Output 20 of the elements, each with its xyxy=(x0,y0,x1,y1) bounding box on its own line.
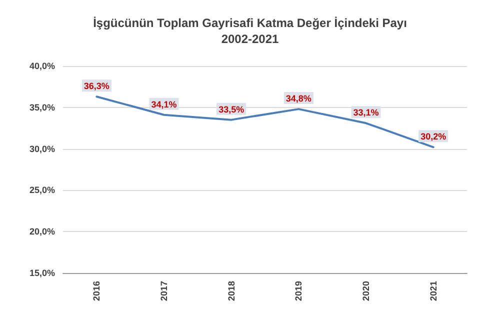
x-tick-label: 2018 xyxy=(226,281,236,302)
y-tick-label: 40,0% xyxy=(29,61,55,71)
chart-title: İşgücünün Toplam Gayrisafi Katma Değer İçindeki Payı xyxy=(93,16,407,30)
x-tick-label: 2019 xyxy=(294,281,304,302)
data-label: 34,8% xyxy=(286,94,312,104)
y-tick-label: 20,0% xyxy=(29,226,55,237)
data-label: 33,5% xyxy=(218,104,244,114)
data-label: 30,2% xyxy=(420,132,446,142)
data-label: 34,1% xyxy=(151,99,177,110)
data-label: 36,3% xyxy=(84,81,110,92)
x-tick-label: 2020 xyxy=(361,281,371,302)
y-tick-label: 35,0% xyxy=(29,102,55,112)
y-tick-label: 30,0% xyxy=(29,144,55,154)
x-tick-label: 2021 xyxy=(428,281,438,302)
data-label: 33,1% xyxy=(353,108,379,118)
x-tick-label: 2017 xyxy=(159,281,169,302)
y-tick-label: 15,0% xyxy=(29,268,55,278)
chart-subtitle: 2002-2021 xyxy=(221,32,280,46)
y-tick-label: 25,0% xyxy=(29,185,55,196)
x-tick-label: 2016 xyxy=(92,281,102,302)
